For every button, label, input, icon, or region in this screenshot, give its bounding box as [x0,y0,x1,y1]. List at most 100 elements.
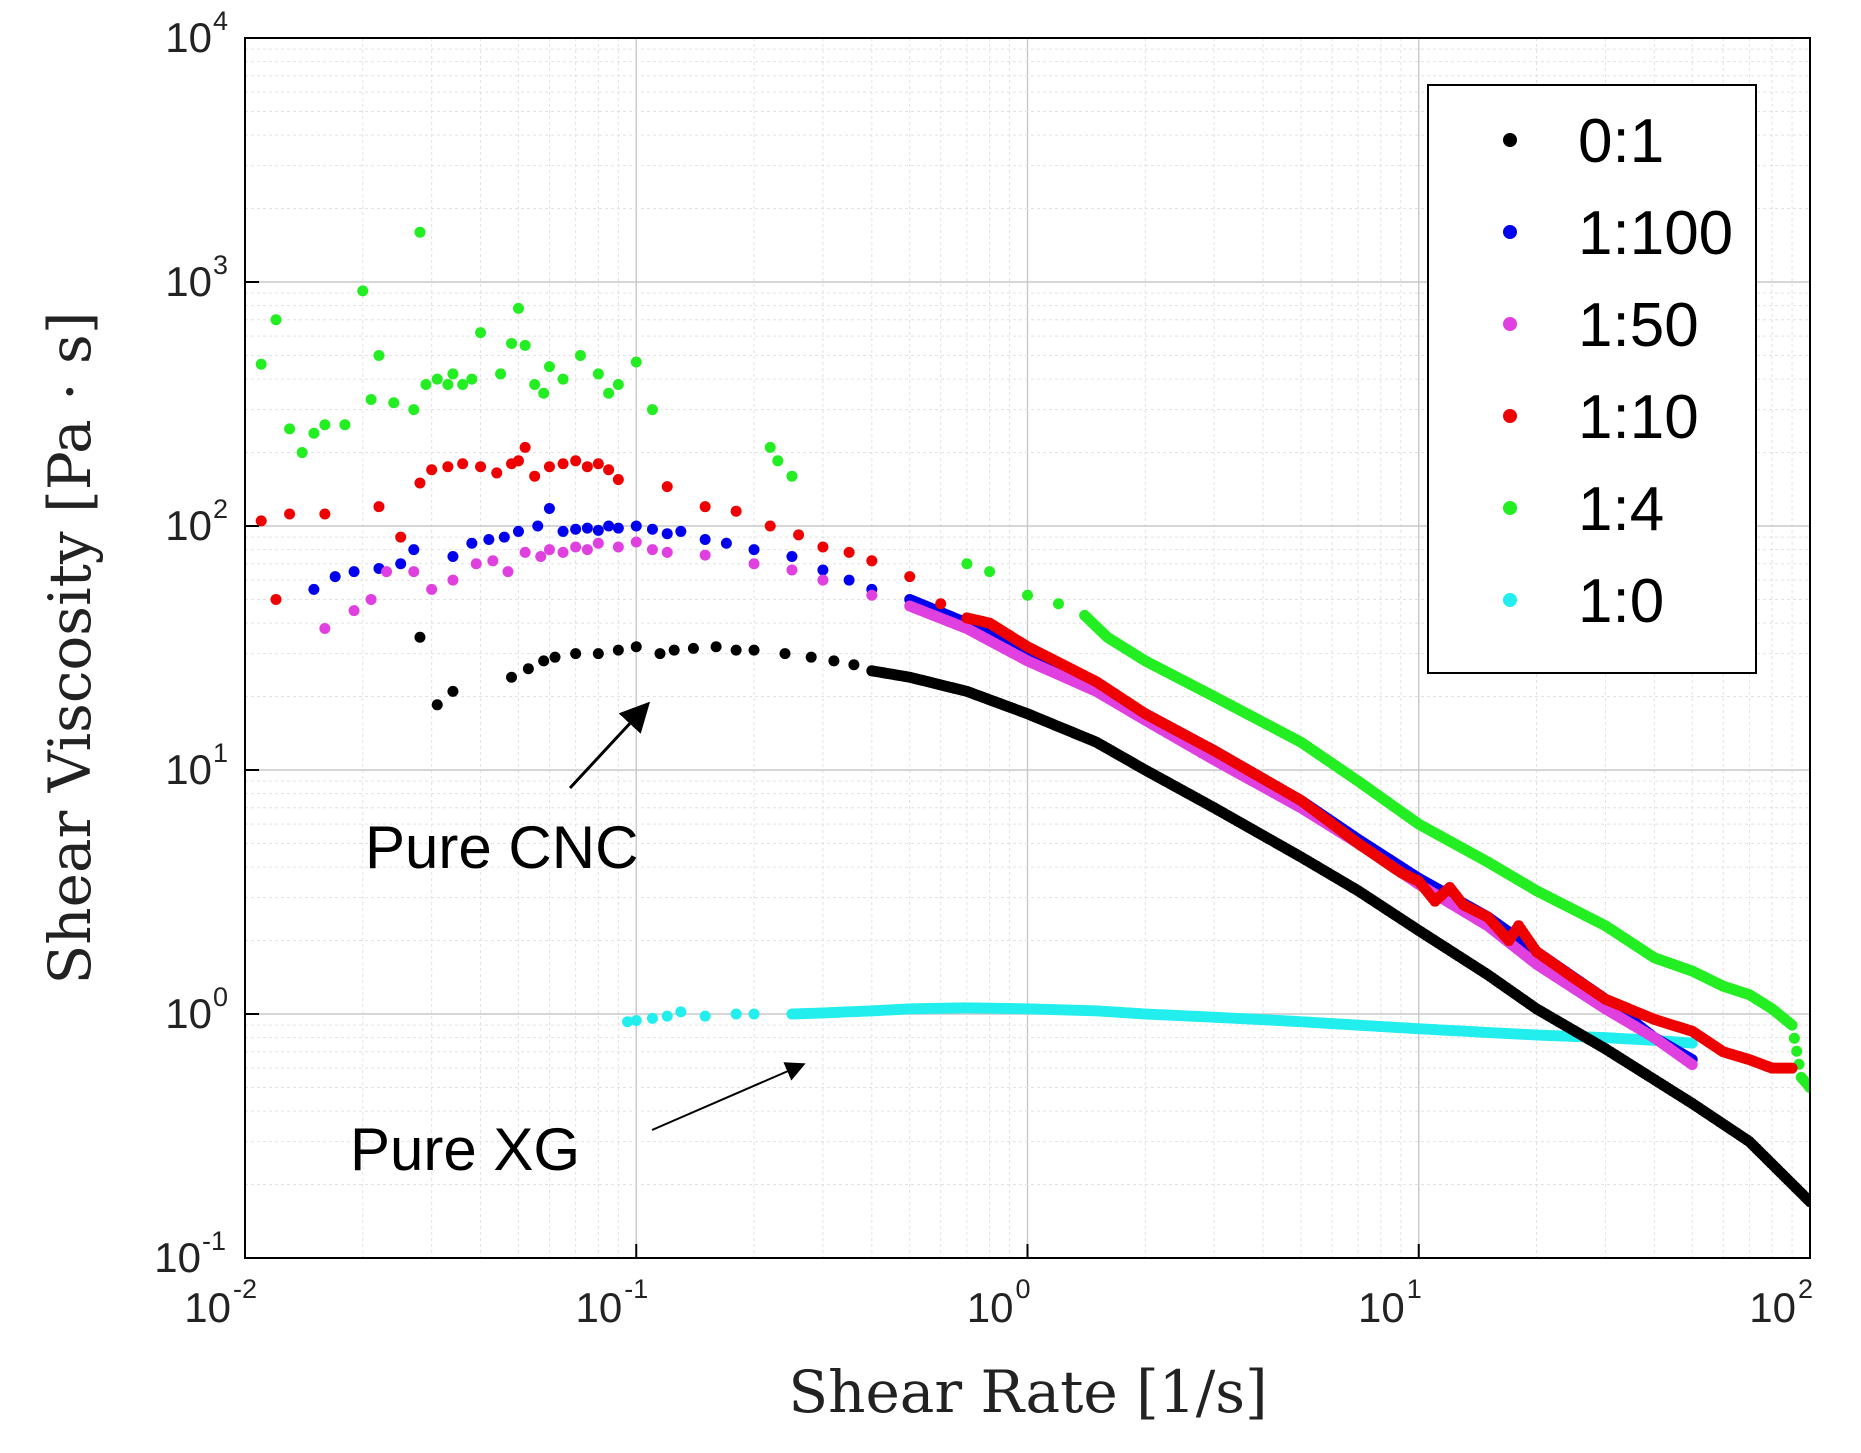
x-tick-exponent: 0 [1016,1274,1031,1304]
y-tick-label: 10 0 [165,982,228,1037]
legend-entry-1:4: 1:4 [1503,475,1664,544]
data-point [426,464,438,476]
x-tick-label: 10 1 [1358,1274,1422,1331]
data-point [574,349,586,361]
data-point [270,314,282,326]
data-point [612,379,624,391]
data-point [699,549,711,561]
data-point [570,455,582,467]
data-point [502,566,514,578]
data-point [730,644,742,656]
data-point [1804,1081,1810,1093]
legend-label: 1:4 [1578,475,1664,544]
data-point [255,515,267,527]
y-tick-base: 10 [165,258,212,305]
data-point [529,470,541,482]
legend: 0:1 1:100 1:50 1:10 1:4 1:0 [1427,84,1757,674]
data-point [475,461,487,473]
data-point [519,441,531,453]
x-axis-title: Shear Rate [1/s] [788,1358,1267,1426]
data-point [466,373,478,385]
data-point [431,699,443,711]
data-point [984,566,996,578]
data-point [786,564,798,576]
data-point [388,397,400,409]
data-point [447,574,459,586]
y-tick-label: 10 3 [165,250,228,305]
data-point [622,1016,634,1028]
y-tick-label: 10 -1 [154,1226,226,1281]
data-point [630,1015,642,1027]
data-point [466,537,478,549]
data-point [699,501,711,513]
data-point [457,458,469,470]
data-point [1788,1032,1800,1044]
data-point [365,593,377,605]
data-point [592,537,604,549]
pure-cnc-arrow [568,701,651,790]
data-point [319,508,331,520]
series-1:4 [255,226,1810,1093]
data-point [817,541,829,553]
data-point [284,508,296,520]
data-point [381,566,393,578]
data-point [319,419,331,431]
data-point [483,534,495,546]
x-tick-base: 10 [967,1284,1014,1331]
annotations: Pure CNC Pure XG [350,701,806,1183]
y-tick-exponent: 3 [213,250,228,280]
data-point [506,337,518,349]
data-point [284,423,296,435]
data-point [603,464,615,476]
data-point [414,631,426,643]
data-point [426,583,438,595]
y-tick-exponent: 0 [213,982,228,1012]
data-point [630,356,642,368]
data-point [270,593,282,605]
data-point [720,537,732,549]
data-point [1686,1059,1698,1071]
data-point [519,546,531,558]
data-point [805,651,817,663]
data-point [329,571,341,583]
y-tick-base: 10 [165,502,212,549]
x-tick-base: 10 [1358,1284,1405,1331]
data-point [457,379,469,391]
legend-marker [1503,317,1517,331]
data-point [661,1010,673,1022]
data-point [395,558,407,570]
data-point [661,528,673,540]
legend-marker [1503,593,1517,607]
data-point [817,564,829,576]
series-0:1 [414,631,1810,1208]
pure-xg-label: Pure XG [350,1116,580,1183]
data-point [308,583,320,595]
data-point [557,458,569,470]
data-point [538,655,550,667]
data-point [793,529,805,541]
data-point [447,368,459,380]
data-point [1786,1062,1798,1074]
data-point [543,361,555,373]
legend-entry-1:10: 1:10 [1503,383,1699,452]
legend-marker [1503,133,1517,147]
data-point [543,544,555,556]
data-point [646,1012,658,1024]
data-point [630,536,642,548]
data-point [549,651,561,663]
legend-entry-1:0: 1:0 [1503,567,1664,636]
x-tick-exponent: 2 [1798,1274,1813,1304]
data-point [373,349,385,361]
data-point [843,574,855,586]
data-point [447,550,459,562]
legend-label: 1:50 [1578,291,1699,360]
data-point [581,522,593,534]
data-point [612,522,624,534]
data-point [1052,598,1064,610]
y-tick-exponent: 4 [213,6,228,36]
data-point [668,644,680,656]
data-point [699,1010,711,1022]
x-tick-exponent: -1 [624,1274,648,1304]
y-tick-label: 10 2 [165,494,228,549]
